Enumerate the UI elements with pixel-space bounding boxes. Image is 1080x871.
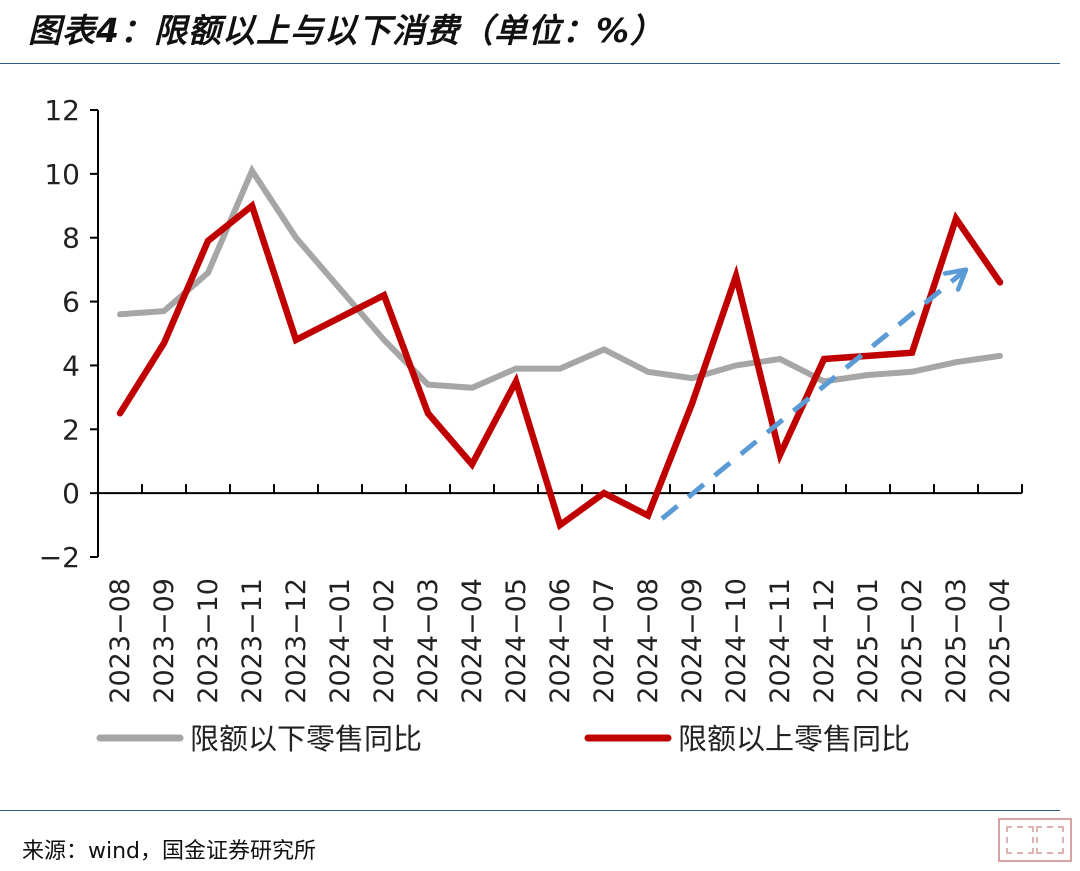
x-tick-label: 2025−04: [985, 578, 1016, 704]
series-lines: [116, 164, 1004, 531]
x-tick-label: 2023−09: [149, 578, 180, 704]
x-tick-labels: 2023−08 2023−09 2023−10 2023−11 2023−12 2024−…: [105, 578, 1016, 704]
x-tick-label: 2024−03: [413, 578, 444, 704]
x-tick-label: 2023−10: [193, 578, 224, 704]
x-tick-label: 2024−11: [765, 578, 796, 704]
x-tick-label: 2023−08: [105, 578, 136, 704]
y-tick-label: 12: [44, 94, 80, 127]
watermark-seal: [998, 818, 1072, 862]
x-tick-label: 2024−01: [325, 578, 356, 704]
y-axis: −2 0 2 4 6 8 10 12: [39, 94, 99, 574]
y-tick-label: 0: [62, 477, 80, 510]
footer-divider: [0, 810, 1060, 811]
title-divider: [0, 63, 1060, 64]
x-tick-label: 2024−05: [501, 578, 532, 704]
y-tick-label: 2: [62, 413, 80, 446]
y-tick-label: 10: [44, 158, 80, 191]
line-chart: −2 0 2 4 6 8 10 12 2023−08 2023−09 2023−10 2023−11…: [39, 94, 1023, 756]
x-tick-label: 2025−01: [853, 578, 884, 704]
x-axis: [97, 484, 1023, 495]
x-tick-label: 2024−06: [545, 578, 576, 704]
y-tick-label: −2: [39, 541, 80, 574]
x-tick-label: 2025−03: [941, 578, 972, 704]
legend: 限额以下零售同比 限额以上零售同比: [96, 722, 910, 756]
x-tick-label: 2024−04: [457, 578, 488, 704]
x-tick-label: 2024−08: [633, 578, 664, 704]
x-tick-label: 2024−10: [721, 578, 752, 704]
series-line-1: [116, 200, 1004, 531]
trend-annotation: [660, 270, 966, 521]
source-note: 来源：wind，国金证券研究所: [22, 839, 317, 864]
chart-title: 图表4：限额以上与以下消费（单位：%）: [28, 11, 665, 50]
legend-label-1: 限额以上零售同比: [678, 722, 910, 756]
x-tick-label: 2023−11: [237, 578, 268, 704]
y-tick-label: 6: [62, 286, 80, 319]
legend-label-0: 限额以下零售同比: [190, 722, 422, 756]
x-tick-label: 2023−12: [281, 578, 312, 704]
trend-arrow-0: [660, 270, 966, 521]
x-tick-label: 2025−02: [897, 578, 928, 704]
x-tick-label: 2024−12: [809, 578, 840, 704]
series-line-0: [117, 164, 1003, 391]
x-tick-label: 2024−07: [589, 578, 620, 704]
x-tick-label: 2024−09: [677, 578, 708, 704]
y-tick-label: 4: [62, 349, 80, 382]
x-tick-label: 2024−02: [369, 578, 400, 704]
y-tick-label: 8: [62, 222, 80, 255]
